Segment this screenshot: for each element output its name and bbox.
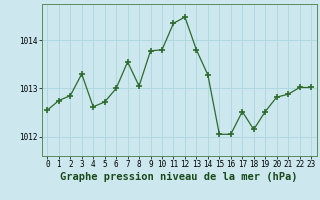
X-axis label: Graphe pression niveau de la mer (hPa): Graphe pression niveau de la mer (hPa) xyxy=(60,172,298,182)
